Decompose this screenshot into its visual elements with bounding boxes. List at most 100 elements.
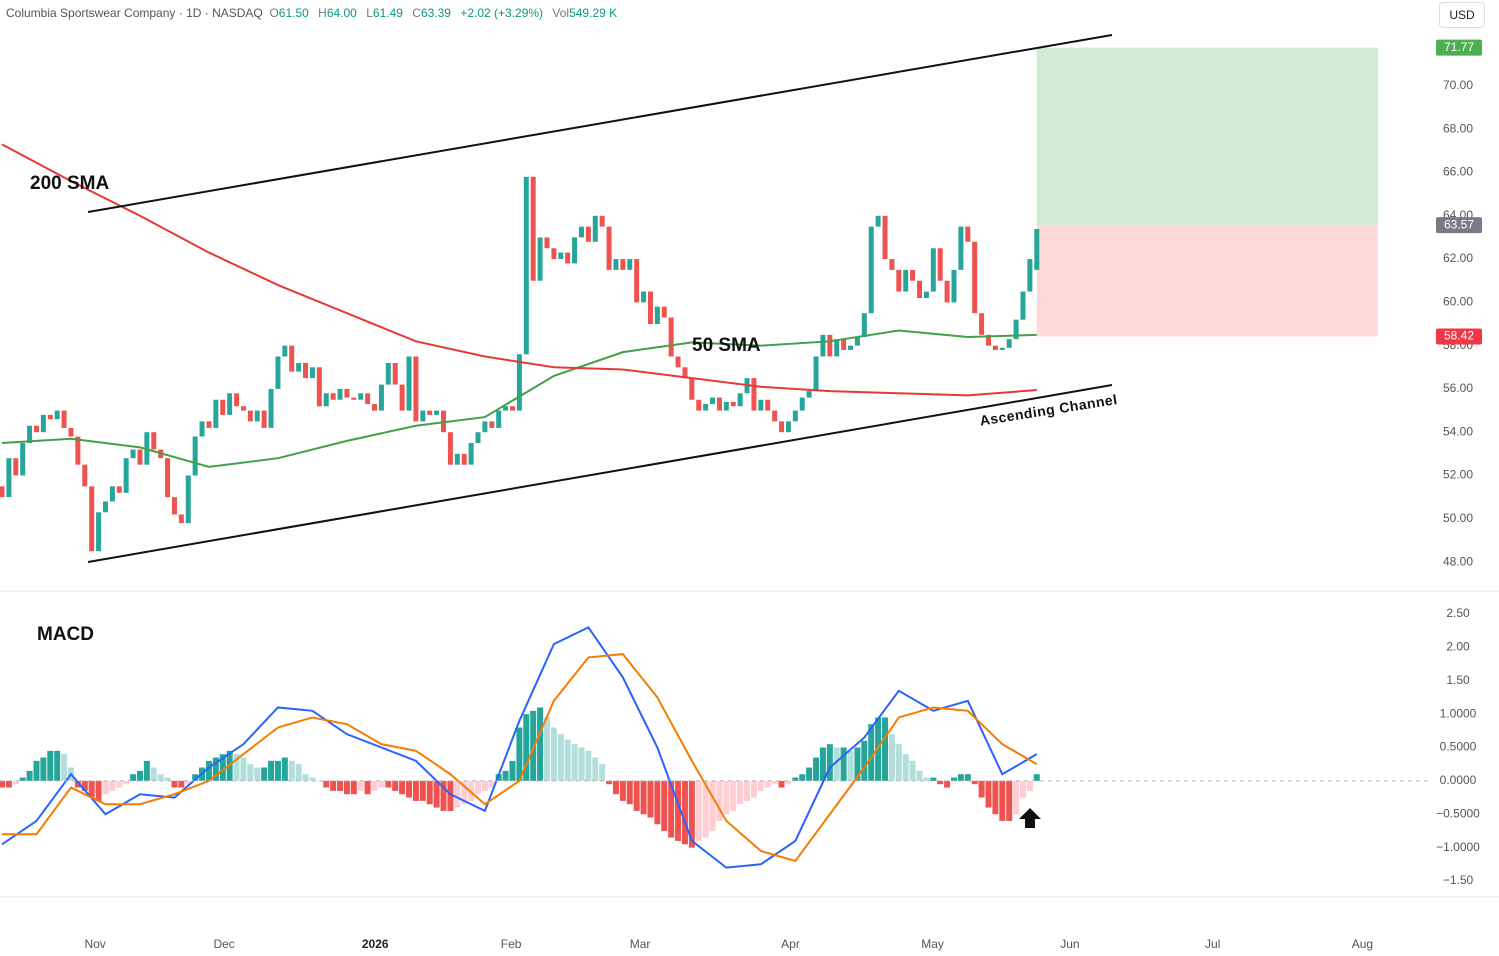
y-tick-label: −0.5000: [1436, 806, 1480, 820]
candle-body: [578, 226, 584, 238]
y-tick-label: 68.00: [1443, 121, 1473, 135]
candle-body: [275, 356, 281, 389]
candle-body: [751, 378, 757, 411]
candle-body: [213, 399, 219, 428]
candle-body: [779, 421, 785, 433]
histogram-bar: [819, 747, 826, 781]
candle-body: [730, 401, 736, 407]
histogram-bar: [74, 780, 81, 788]
histogram-bar: [233, 754, 240, 781]
histogram-bar: [681, 780, 688, 845]
histogram-bar: [923, 777, 930, 781]
histogram-bar: [557, 734, 564, 781]
candle-body: [799, 397, 805, 411]
y-tick-label: 2.50: [1446, 606, 1470, 620]
histogram-bar: [240, 757, 247, 781]
histogram-bar: [502, 770, 509, 781]
histogram-bar: [426, 780, 433, 805]
y-tick-label: 0.0000: [1440, 773, 1477, 787]
macd-histogram: [0, 707, 1040, 848]
candle-body: [316, 367, 322, 407]
candle-body: [309, 367, 315, 379]
histogram-bar: [826, 744, 833, 781]
histogram-bar: [750, 780, 757, 798]
candle-body: [434, 410, 440, 415]
candle-body: [848, 345, 854, 350]
candle-body: [965, 226, 971, 242]
ohlc-key: L: [366, 6, 373, 20]
candle-body: [489, 421, 495, 428]
histogram-bar: [102, 780, 109, 795]
histogram-bar: [606, 780, 613, 785]
candle-body: [82, 464, 88, 487]
histogram-bar: [902, 754, 909, 781]
candle-body: [234, 393, 240, 407]
histogram-bar: [385, 780, 392, 788]
y-tick-label: 60.00: [1443, 295, 1473, 309]
candle-body: [634, 259, 640, 303]
histogram-bar: [882, 717, 889, 781]
candle-body: [896, 269, 902, 292]
histogram-bar: [640, 780, 647, 815]
histogram-bar: [578, 747, 585, 781]
histogram-bar: [778, 780, 785, 788]
candle-body: [254, 410, 260, 422]
y-tick-label: 1.0000: [1440, 706, 1477, 720]
candle-body: [868, 226, 874, 314]
candle-body: [723, 401, 729, 411]
histogram-bar: [343, 780, 350, 795]
histogram-bar: [288, 760, 295, 781]
y-tick-label: −1.0000: [1436, 840, 1480, 854]
histogram-bar: [530, 710, 537, 781]
candle-body: [337, 388, 343, 400]
currency-button[interactable]: USD: [1439, 2, 1485, 28]
histogram-bar: [219, 754, 226, 781]
candle-body: [875, 215, 881, 227]
y-tick-label: 70.00: [1443, 78, 1473, 92]
candle-body: [641, 291, 647, 303]
candle-body: [985, 334, 991, 346]
histogram-bar: [481, 780, 488, 791]
candle-body: [792, 410, 798, 422]
candle-body: [1006, 339, 1012, 348]
y-tick-label: 1.50: [1446, 673, 1470, 687]
candle-body: [958, 226, 964, 270]
histogram-bar: [1033, 774, 1040, 781]
candle-body: [765, 399, 771, 411]
candle-body: [806, 391, 812, 398]
histogram-bar: [799, 774, 806, 781]
x-tick-label: Dec: [213, 937, 234, 951]
histogram-bar: [185, 780, 192, 785]
candle-body: [930, 248, 936, 292]
candle-body: [199, 421, 205, 437]
histogram-bar: [647, 780, 654, 818]
histogram-bar: [212, 757, 219, 781]
x-tick-label: Apr: [781, 937, 800, 951]
histogram-bar: [585, 750, 592, 781]
histogram-bar: [1026, 780, 1033, 791]
histogram-bar: [937, 780, 944, 785]
histogram-bar: [985, 780, 992, 808]
histogram-bar: [440, 780, 447, 811]
y-tick-label: 66.00: [1443, 165, 1473, 179]
histogram-bar: [1006, 780, 1013, 821]
histogram-bar: [468, 780, 475, 801]
histogram-bar: [178, 780, 185, 788]
candle-body: [54, 410, 60, 420]
histogram-bar: [337, 780, 344, 791]
histogram-bar: [330, 780, 337, 791]
volume-key: Vol: [552, 6, 570, 20]
candle-body: [413, 356, 419, 422]
candle-body: [268, 388, 274, 428]
candle-body: [385, 362, 391, 385]
histogram-bar: [164, 777, 171, 781]
histogram-bar: [550, 727, 557, 781]
candle-body: [13, 458, 19, 476]
candle-body: [303, 362, 309, 379]
histogram-bar: [150, 767, 157, 781]
candle-body: [192, 436, 198, 476]
histogram-bar: [47, 750, 54, 781]
candle-body: [979, 313, 985, 335]
ohlc-key: H: [318, 6, 327, 20]
